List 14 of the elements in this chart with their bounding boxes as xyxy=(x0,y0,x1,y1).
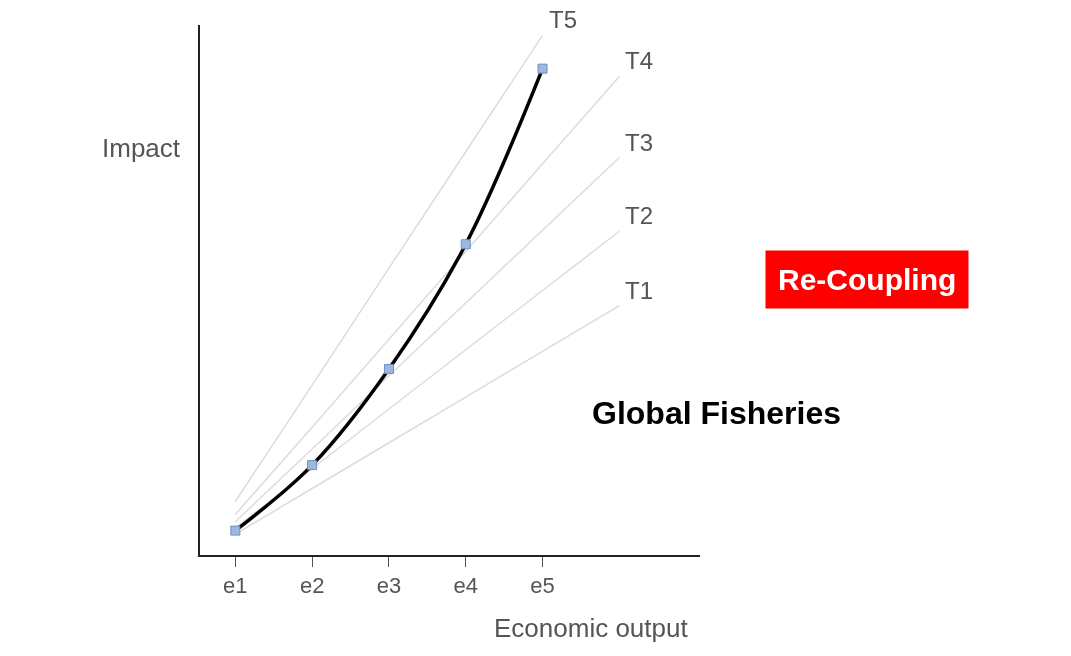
series-label: T3 xyxy=(625,129,654,156)
x-tick-label: e4 xyxy=(453,573,478,599)
x-tick-label: e5 xyxy=(530,573,555,599)
x-axis-title: Economic output xyxy=(494,613,689,643)
series-label: T1 xyxy=(625,277,654,304)
text: Re-Coupling xyxy=(778,263,957,296)
series-label: T4 xyxy=(625,47,654,74)
series-label: T5 xyxy=(549,6,578,33)
x-tick-label: e3 xyxy=(376,573,402,599)
x-tick-label: e1 xyxy=(223,573,248,599)
annotation: Global Fisheries xyxy=(592,395,841,431)
y-axis-title: Impact xyxy=(102,133,181,163)
x-tick-label: e2 xyxy=(299,573,325,599)
series-label: T2 xyxy=(625,202,654,229)
